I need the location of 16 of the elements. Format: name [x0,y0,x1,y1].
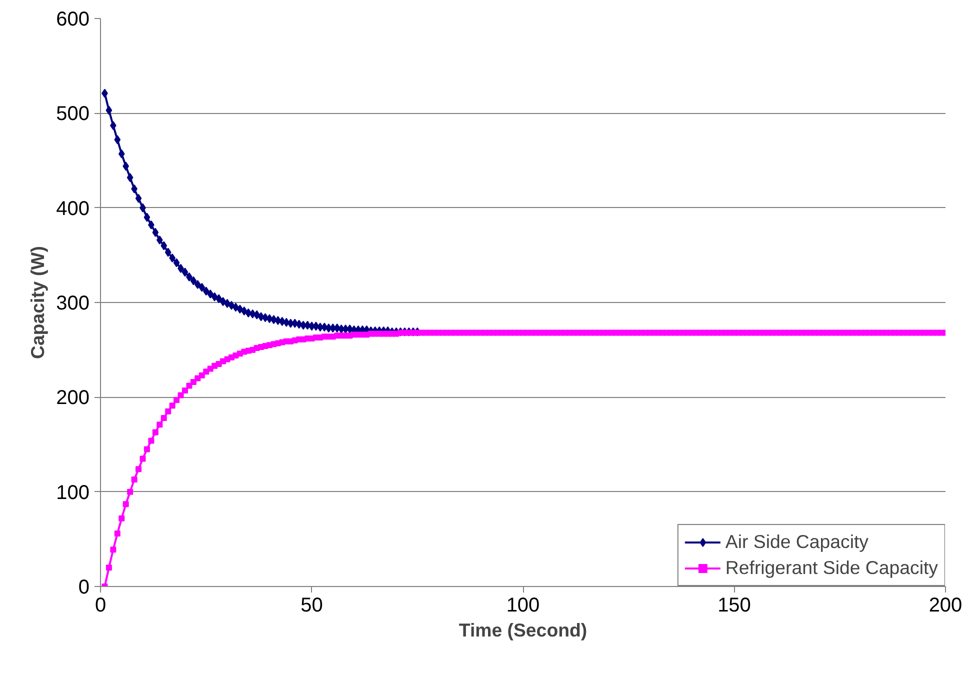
y-tick-label: 0 [78,576,90,598]
y-tick-label: 600 [56,8,90,30]
x-tick-label: 50 [300,594,323,616]
x-tick-label: 150 [718,594,751,616]
x-tick-label: 0 [94,594,106,616]
legend-label: Refrigerant Side Capacity [725,557,938,579]
legend-label: Air Side Capacity [725,531,868,553]
x-axis-title: Time (Second) [458,620,588,640]
x-tick-label: 100 [506,594,540,616]
x-tick-label: 200 [928,594,962,616]
y-tick-label: 200 [56,387,90,410]
y-tick-label: 300 [56,292,90,314]
y-tick-label: 400 [56,198,90,220]
y-tick-label: 500 [56,103,90,126]
y-tick-label: 100 [56,482,90,504]
y-axis-title: Capacity (W) [27,246,48,359]
